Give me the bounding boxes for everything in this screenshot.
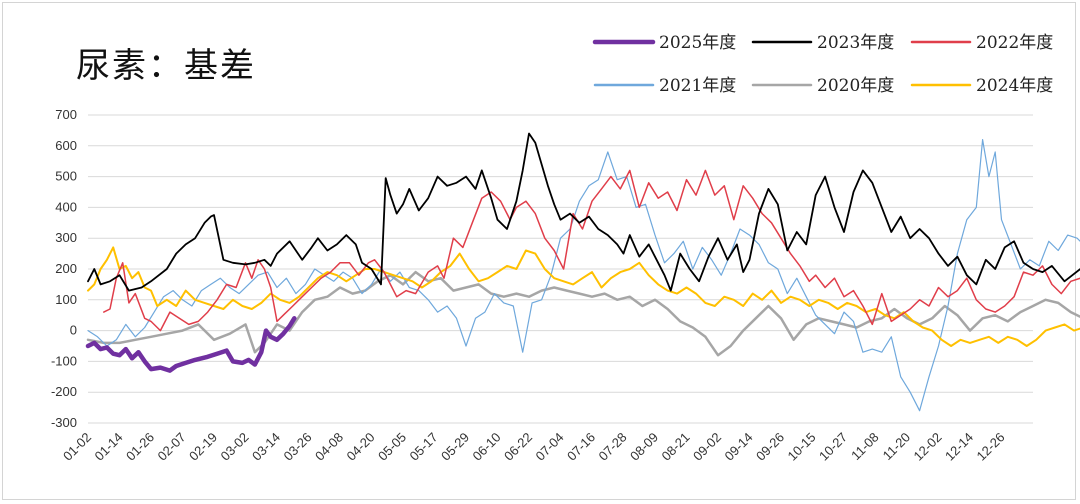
legend-label: 2022年度 xyxy=(976,33,1053,53)
y-tick-label: 300 xyxy=(55,230,77,245)
x-tick-label: 09-02 xyxy=(690,430,724,464)
x-tick-label: 01-02 xyxy=(60,430,94,464)
x-tick-label: 05-05 xyxy=(375,430,409,464)
x-tick-label: 06-22 xyxy=(501,430,535,464)
y-tick-label: 600 xyxy=(55,138,77,153)
y-tick-label: -200 xyxy=(51,384,77,399)
legend-label: 2020年度 xyxy=(817,76,894,96)
x-tick-label: 09-14 xyxy=(722,430,756,464)
series-line-2021 xyxy=(87,139,1080,412)
legend-label: 2021年度 xyxy=(659,76,736,96)
x-tick-label: 11-08 xyxy=(848,430,881,463)
series-layer xyxy=(85,132,1080,412)
x-tick-label: 09-26 xyxy=(753,430,787,464)
y-tick-label: 200 xyxy=(55,261,77,276)
chart-title: 尿素：基差 xyxy=(76,46,256,86)
x-tick-label: 01-26 xyxy=(123,430,157,464)
x-tick-label: 04-20 xyxy=(344,430,378,464)
x-tick-label: 03-02 xyxy=(218,430,252,464)
legend-label: 2025年度 xyxy=(659,33,736,53)
x-tick-label: 10-15 xyxy=(785,430,819,464)
x-tick-label: 07-28 xyxy=(596,430,630,464)
x-tick-label: 08-21 xyxy=(659,430,693,464)
y-tick-label: 700 xyxy=(55,107,77,122)
series-line-2024 xyxy=(87,246,1080,347)
x-tick-label: 06-10 xyxy=(470,430,504,464)
x-axis-ticks: 01-0201-1401-2602-0702-1903-0203-1403-26… xyxy=(60,430,1008,464)
x-tick-label: 12-14 xyxy=(942,430,976,464)
x-tick-label: 12-26 xyxy=(974,430,1008,464)
legend-label: 2024年度 xyxy=(976,76,1053,96)
x-tick-label: 10-27 xyxy=(816,430,850,464)
x-tick-label: 01-14 xyxy=(92,430,126,464)
x-tick-label: 04-08 xyxy=(312,430,346,464)
x-tick-label: 05-29 xyxy=(438,430,472,464)
y-tick-label: 400 xyxy=(55,199,77,214)
y-tick-label: -300 xyxy=(51,415,77,430)
x-tick-label: 03-14 xyxy=(249,430,283,464)
x-tick-label: 03-26 xyxy=(281,430,315,464)
x-tick-label: 07-16 xyxy=(564,430,598,464)
x-tick-label: 05-17 xyxy=(407,430,441,464)
series-line-2023 xyxy=(87,132,1080,292)
series-line-2022 xyxy=(103,169,1080,332)
legend: 2025年度 2023年度 2022年度 2021年度 2020年度 2024年度 xyxy=(592,33,1053,96)
y-axis-ticks: -300 -200 -100 0 100 200 300 400 500 600 700 xyxy=(51,107,77,430)
y-tick-label: 100 xyxy=(55,292,77,307)
series-line-2020 xyxy=(86,270,1080,357)
legend-label: 2023年度 xyxy=(817,33,894,53)
series-line-2025 xyxy=(85,316,297,373)
y-tick-label: 0 xyxy=(70,323,77,338)
x-tick-label: 02-07 xyxy=(155,430,189,464)
x-tick-label: 11-20 xyxy=(880,430,913,463)
y-tick-label: -100 xyxy=(51,353,77,368)
x-tick-label: 02-19 xyxy=(186,430,220,464)
grid-layer xyxy=(88,114,1033,424)
x-tick-label: 12-02 xyxy=(911,430,945,464)
y-tick-label: 500 xyxy=(55,169,77,184)
x-tick-label: 07-04 xyxy=(533,430,567,464)
x-tick-label: 08-09 xyxy=(627,430,661,464)
